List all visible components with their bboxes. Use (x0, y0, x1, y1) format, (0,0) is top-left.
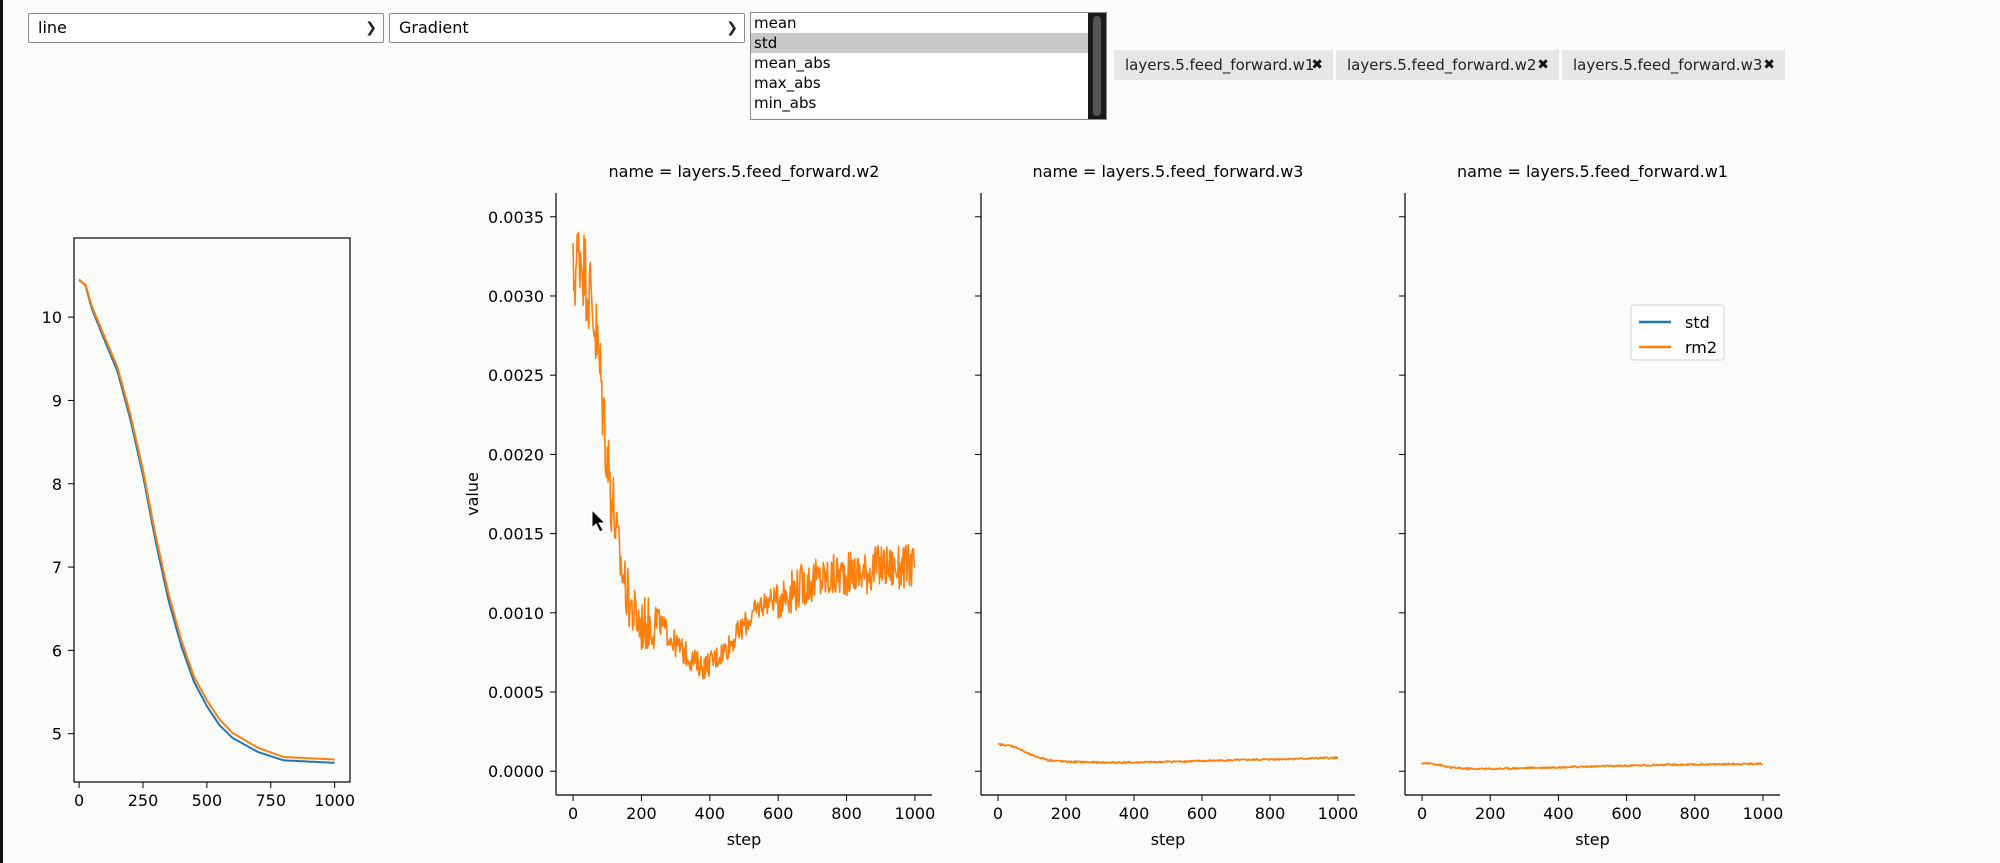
y-tick-label: 6 (52, 641, 62, 660)
x-tick-label: 400 (1119, 804, 1150, 823)
stat-option-min-abs[interactable]: min_abs (754, 94, 817, 112)
stat-option-std[interactable]: std (751, 33, 1106, 53)
tag-w3: layers.5.feed_forward.w3 ✖ (1562, 50, 1785, 80)
y-tick-label: 0.0025 (488, 366, 544, 385)
x-tick-label: 800 (1255, 804, 1286, 823)
y-tick-label: 0.0000 (488, 762, 544, 781)
tag-label: layers.5.feed_forward.w1 (1125, 56, 1315, 74)
panel-title: name = layers.5.feed_forward.w1 (1457, 162, 1728, 182)
close-icon[interactable]: ✖ (1763, 57, 1775, 73)
close-icon[interactable]: ✖ (1311, 57, 1323, 73)
x-tick-label: 750 (256, 791, 287, 810)
chevron-down-icon: ❯ (365, 20, 377, 36)
x-tick-label: 1000 (314, 791, 355, 810)
x-tick-label: 200 (1475, 804, 1506, 823)
x-tick-label: 250 (128, 791, 159, 810)
listbox-scrollbar[interactable] (1088, 13, 1106, 119)
y-tick-label: 7 (52, 558, 62, 577)
x-tick-label: 0 (1417, 804, 1427, 823)
x-tick-label: 200 (626, 804, 657, 823)
x-axis-label: step (727, 830, 762, 849)
cursor-icon (591, 508, 607, 533)
series-line-rm2 (1421, 761, 1764, 771)
x-tick-label: 0 (993, 804, 1003, 823)
stat-option-mean-abs[interactable]: mean_abs (754, 54, 831, 72)
x-tick-label: 1000 (895, 804, 936, 823)
metric-value: Gradient (399, 18, 469, 37)
series-line-rm2 (572, 231, 916, 680)
series-line-rm2 (78, 279, 335, 761)
tag-label: layers.5.feed_forward.w2 (1347, 56, 1537, 74)
x-axis-label: step (1575, 830, 1610, 849)
x-tick-label: 400 (1543, 804, 1574, 823)
x-tick-label: 1000 (1318, 804, 1359, 823)
y-tick-label: 0.0015 (488, 525, 544, 544)
x-tick-label: 600 (1187, 804, 1218, 823)
legend-entry-rm2: rm2 (1685, 338, 1717, 357)
window-left-border (0, 0, 3, 863)
y-tick-label: 0.0030 (488, 287, 544, 306)
panel-title: name = layers.5.feed_forward.w2 (609, 162, 880, 182)
x-tick-label: 600 (763, 804, 794, 823)
metric-select[interactable]: Gradient ❯ (389, 13, 745, 43)
stat-option-max-abs[interactable]: max_abs (754, 74, 821, 92)
y-axis-label: value (463, 472, 482, 516)
x-tick-label: 400 (695, 804, 726, 823)
y-tick-label: 5 (52, 725, 62, 744)
scrollbar-thumb[interactable] (1093, 16, 1101, 116)
x-tick-label: 800 (831, 804, 862, 823)
series-line-rm2 (997, 742, 1339, 765)
panel-title: name = layers.5.feed_forward.w3 (1033, 162, 1304, 182)
y-tick-label: 0.0005 (488, 683, 544, 702)
tag-w1: layers.5.feed_forward.w1 ✖ (1114, 50, 1333, 80)
y-tick-label: 9 (52, 391, 62, 410)
chevron-down-icon: ❯ (726, 20, 738, 36)
plot-frame (73, 237, 351, 783)
y-tick-label: 8 (52, 475, 62, 494)
y-tick-label: 10 (42, 308, 62, 327)
x-tick-label: 600 (1611, 804, 1642, 823)
x-tick-label: 800 (1679, 804, 1710, 823)
tag-w2: layers.5.feed_forward.w2 ✖ (1336, 50, 1559, 80)
stat-listbox[interactable]: mean std mean_abs max_abs min_abs (750, 12, 1107, 120)
legend-entry-std: std (1685, 313, 1710, 332)
x-tick-label: 0 (568, 804, 578, 823)
x-tick-label: 500 (192, 791, 223, 810)
close-icon[interactable]: ✖ (1537, 57, 1549, 73)
y-tick-label: 0.0010 (488, 604, 544, 623)
chart-type-value: line (38, 18, 67, 37)
tag-label: layers.5.feed_forward.w3 (1573, 56, 1763, 74)
x-tick-label: 200 (1051, 804, 1082, 823)
y-tick-label: 0.0020 (488, 445, 544, 464)
x-tick-label: 0 (74, 791, 84, 810)
x-tick-label: 1000 (1743, 804, 1784, 823)
series-line-std (78, 278, 335, 764)
chart-type-select[interactable]: line ❯ (28, 13, 384, 43)
y-tick-label: 0.0035 (488, 208, 544, 227)
stat-option-mean[interactable]: mean (754, 14, 797, 32)
x-axis-label: step (1151, 830, 1186, 849)
